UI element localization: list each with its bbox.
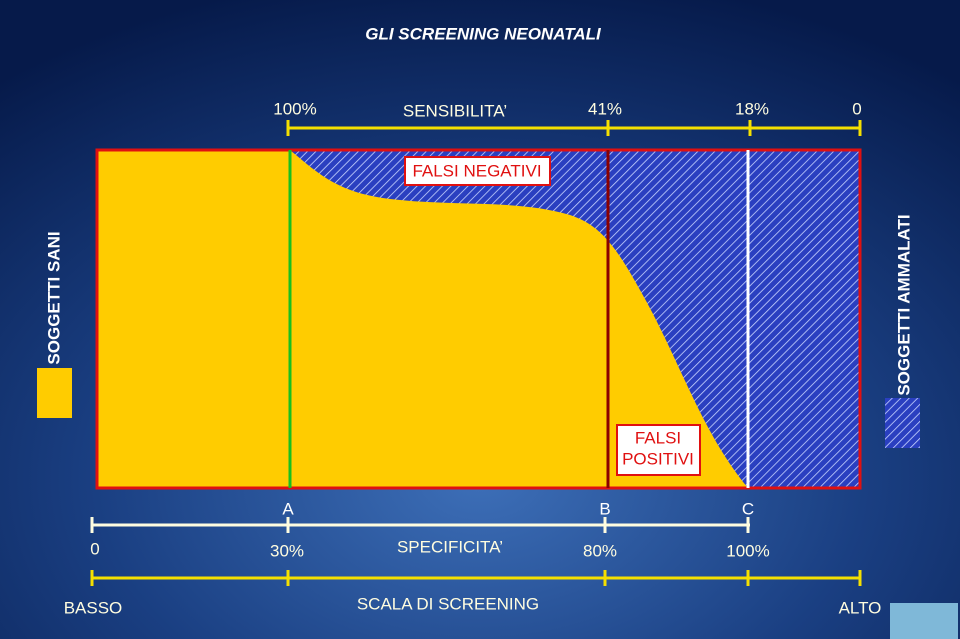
screening-axis (90, 570, 862, 586)
false-positives: FALSI (635, 428, 681, 447)
title: GLI SCREENING NEONATALI (365, 24, 602, 43)
scale-label: SPECIFICITA’ (397, 537, 503, 556)
thresholds: A B C (282, 499, 754, 518)
false-positives: POSITIVI (622, 449, 694, 468)
tick-label: 18% (735, 99, 769, 118)
tick-label: 100% (273, 99, 316, 118)
tick-label: 41% (588, 99, 622, 118)
high-label: ALTO (839, 598, 882, 617)
tick-label: 80% (583, 541, 617, 560)
specificity-axis (90, 517, 750, 533)
label-box (616, 424, 701, 476)
frame (95, 148, 862, 490)
legend-label: SOGGETTI AMMALATI (894, 214, 913, 395)
tick-label: 100% (726, 541, 769, 560)
tick-label: 0 (90, 539, 99, 558)
photo (890, 603, 958, 639)
legend-label: SOGGETTI SANI (44, 231, 63, 364)
sick-area (290, 150, 860, 488)
legend-swatch (37, 368, 72, 418)
tick-label: 30% (270, 541, 304, 560)
screening-scale: BASSO SCALA DI SCREENING ALTO (64, 594, 882, 617)
legend-swatch (885, 398, 920, 448)
sensitivity-scale: 100% SENSIBILITA’ 41% 18% 0 (273, 99, 861, 120)
label-box (404, 156, 551, 186)
false-negatives: FALSI NEGATIVI (412, 161, 541, 180)
threshold-label: A (282, 499, 294, 518)
sensitivity-axis (286, 120, 862, 136)
tick-label: 0 (852, 99, 861, 118)
scale-label: SENSIBILITA’ (403, 101, 507, 120)
threshold-label: B (599, 499, 610, 518)
threshold-label: C (742, 499, 754, 518)
low-label: BASSO (64, 598, 123, 617)
specificity-scale: 0 30% SPECIFICITA’ 80% 100% (90, 537, 769, 560)
scale-label: SCALA DI SCREENING (357, 594, 539, 613)
